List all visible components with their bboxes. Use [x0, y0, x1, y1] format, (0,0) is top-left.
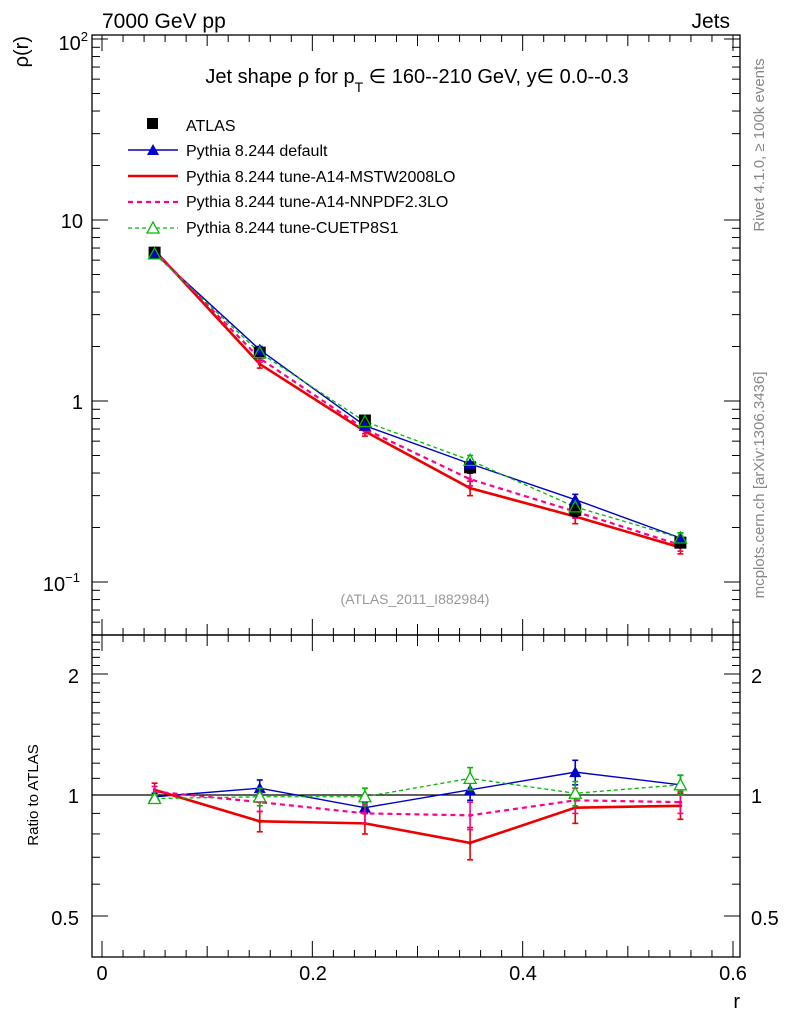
- main-point-top-cuetp: [568, 499, 583, 513]
- main-point-top-cuetp: [252, 345, 267, 359]
- main-point-top-cuetp: [462, 452, 478, 466]
- legend-label-default: Pythia 8.244 default: [186, 143, 328, 160]
- main-point-mstw: [257, 362, 262, 366]
- main-point-top-cuetp: [357, 414, 373, 428]
- ratio-point-cuetp: [147, 791, 162, 805]
- main-point-top-default: [464, 457, 477, 469]
- main-series-group: [147, 246, 688, 555]
- ratio-point-default: [569, 766, 582, 778]
- main-point-top-cuetp: [147, 246, 162, 260]
- main-point-atlas: [569, 503, 582, 516]
- legend: ATLAS Pythia 8.244 default Pythia 8.244 …: [128, 118, 455, 237]
- ratio-line-nnpdf: [154, 790, 681, 817]
- ratio-line-default: [154, 771, 681, 809]
- legend-label-cuetp: Pythia 8.244 tune-CUETP8S1: [186, 220, 399, 237]
- ratio-axis-ticks: [92, 635, 740, 957]
- main-line-mstw: [153, 249, 681, 549]
- ratio-ytick-1: 1: [68, 786, 79, 808]
- ratio-series-group: [147, 759, 688, 861]
- main-point-top-cuetp: [673, 530, 688, 544]
- ytick-label-0.1: 10−1: [43, 570, 80, 596]
- ytick-label-10: 10: [61, 211, 83, 233]
- legend-label-nnpdf: Pythia 8.244 tune-A14-NNPDF2.3LO: [186, 194, 448, 211]
- xtick-0.2: 0.2: [299, 963, 327, 985]
- main-line-default: [154, 252, 681, 539]
- ratio-point-nnpdf: [678, 800, 683, 804]
- header-energy: 7000 GeV pp: [102, 10, 226, 33]
- ratio-line-cuetp: [154, 777, 681, 800]
- ratio-ytick-right-1: 1: [751, 786, 762, 808]
- legend-marker-default: [147, 144, 159, 155]
- xtick-0.6: 0.6: [719, 963, 747, 985]
- legend-marker-atlas: [147, 118, 158, 129]
- ratio-point-cuetp: [462, 771, 478, 785]
- main-line-nnpdf: [153, 250, 681, 547]
- ratio-ytick-2: 2: [68, 666, 79, 688]
- xtick-0: 0: [96, 963, 107, 985]
- ratio-ylabel: Ratio to ATLAS: [25, 744, 42, 845]
- header-process: Jets: [691, 10, 730, 33]
- ratio-line-mstw: [154, 788, 681, 845]
- ratio-ytick-right-0.5: 0.5: [751, 908, 779, 930]
- main-ylabel: ρ(r): [11, 36, 33, 67]
- ratio-point-nnpdf: [363, 811, 367, 816]
- main-point-top-default: [569, 493, 582, 505]
- main-point-nnpdf: [468, 477, 472, 481]
- main-point-top-default: [674, 532, 687, 544]
- reference-label: (ATLAS_2011_I882984): [341, 591, 490, 607]
- chart-title: Jet shape ρ for pT ∈ 160--210 GeV, y∈ 0.…: [205, 66, 628, 95]
- ratio-point-mstw: [468, 841, 472, 845]
- legend-label-atlas: ATLAS: [186, 118, 236, 135]
- main-axis-ticks: [92, 35, 740, 635]
- ratio-plot-frame: [91, 634, 741, 958]
- xtick-0.4: 0.4: [509, 963, 537, 985]
- main-point-top-default: [148, 247, 161, 259]
- ratio-point-cuetp: [568, 785, 583, 799]
- ratio-point-cuetp: [252, 789, 267, 803]
- ytick-label-1: 1: [72, 392, 83, 414]
- ratio-point-nnpdf: [468, 813, 472, 818]
- main-point-top-default: [358, 419, 371, 431]
- ytick-label-100: 102: [59, 29, 88, 55]
- ratio-ytick-right-2: 2: [751, 666, 762, 688]
- ratio-point-mstw: [257, 819, 262, 824]
- ratio-point-cuetp: [673, 777, 688, 791]
- xlabel: r: [733, 991, 740, 1013]
- side-label-rivet: Rivet 4.1.0, ≥ 100k events: [751, 58, 768, 231]
- ratio-ytick-0.5: 0.5: [51, 908, 79, 930]
- legend-marker-cuetp: [145, 220, 161, 234]
- legend-label-mstw: Pythia 8.244 tune-A14-MSTW2008LO: [186, 169, 455, 186]
- main-line-cuetp: [154, 253, 681, 539]
- main-point-mstw: [468, 486, 472, 490]
- side-label-mcplots: mcplots.cern.ch [arXiv:1306.3436]: [751, 372, 768, 599]
- ratio-point-cuetp: [357, 789, 373, 803]
